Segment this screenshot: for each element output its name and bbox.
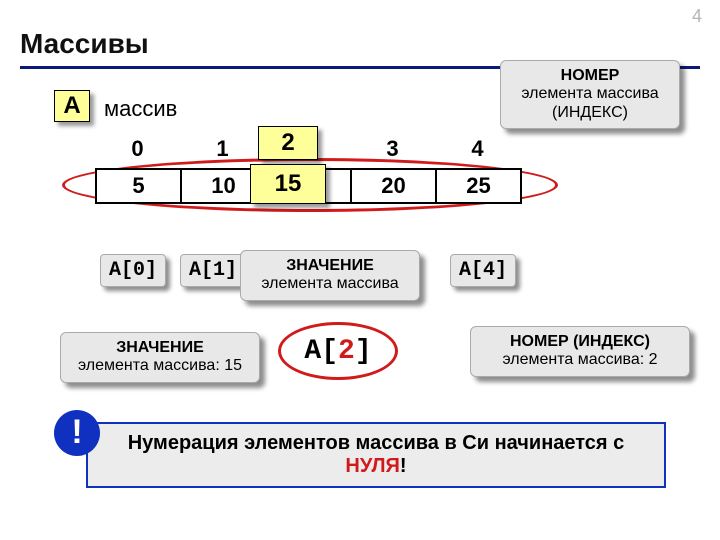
array-name-badge: A <box>54 90 90 122</box>
note-box: Нумерация элементов массива в Си начинае… <box>86 422 666 488</box>
expr-bracket: ] <box>355 336 372 367</box>
callout-line: элемента массива <box>253 275 407 293</box>
array-ref: A[1] <box>180 254 246 287</box>
expression: A[2] <box>278 322 398 380</box>
page-number: 4 <box>692 6 702 27</box>
callout-line: (ИНДЕКС) <box>513 104 667 122</box>
expr-name: A <box>304 336 321 367</box>
expr-index: 2 <box>338 336 355 367</box>
array-cell: 25 <box>436 169 521 203</box>
note-red: НУЛЯ <box>345 455 400 477</box>
callout-header: НОМЕР <box>513 67 667 85</box>
note-text: Нумерация элементов массива в Си начинае… <box>128 432 625 454</box>
highlight-value: 15 <box>250 164 326 204</box>
note-text: ! <box>400 455 407 477</box>
array-label: массив <box>104 96 177 122</box>
callout-line: элемента массива <box>513 85 667 103</box>
array-cell: 5 <box>96 169 181 203</box>
callout-value-is: ЗНАЧЕНИЕ элемента массива: 15 <box>60 332 260 383</box>
array-ref: A[4] <box>450 254 516 287</box>
callout-header: ЗНАЧЕНИЕ <box>73 339 247 357</box>
highlight-index: 2 <box>258 126 318 160</box>
callout-index-def: НОМЕР элемента массива (ИНДЕКС) <box>500 60 680 129</box>
array-ref: A[0] <box>100 254 166 287</box>
callout-header: НОМЕР (ИНДЕКС) <box>483 333 677 351</box>
callout-value-def: ЗНАЧЕНИЕ элемента массива <box>240 250 420 301</box>
page-title: Массивы <box>20 28 149 60</box>
index-label: 4 <box>435 136 520 162</box>
index-label: 0 <box>95 136 180 162</box>
callout-header: ЗНАЧЕНИЕ <box>253 257 407 275</box>
callout-line: элемента массива: 15 <box>73 357 247 375</box>
array-cell: 20 <box>351 169 436 203</box>
expr-bracket: [ <box>321 336 338 367</box>
callout-line: элемента массива: 2 <box>483 351 677 369</box>
bang-icon: ! <box>54 410 100 456</box>
callout-index-is: НОМЕР (ИНДЕКС) элемента массива: 2 <box>470 326 690 377</box>
